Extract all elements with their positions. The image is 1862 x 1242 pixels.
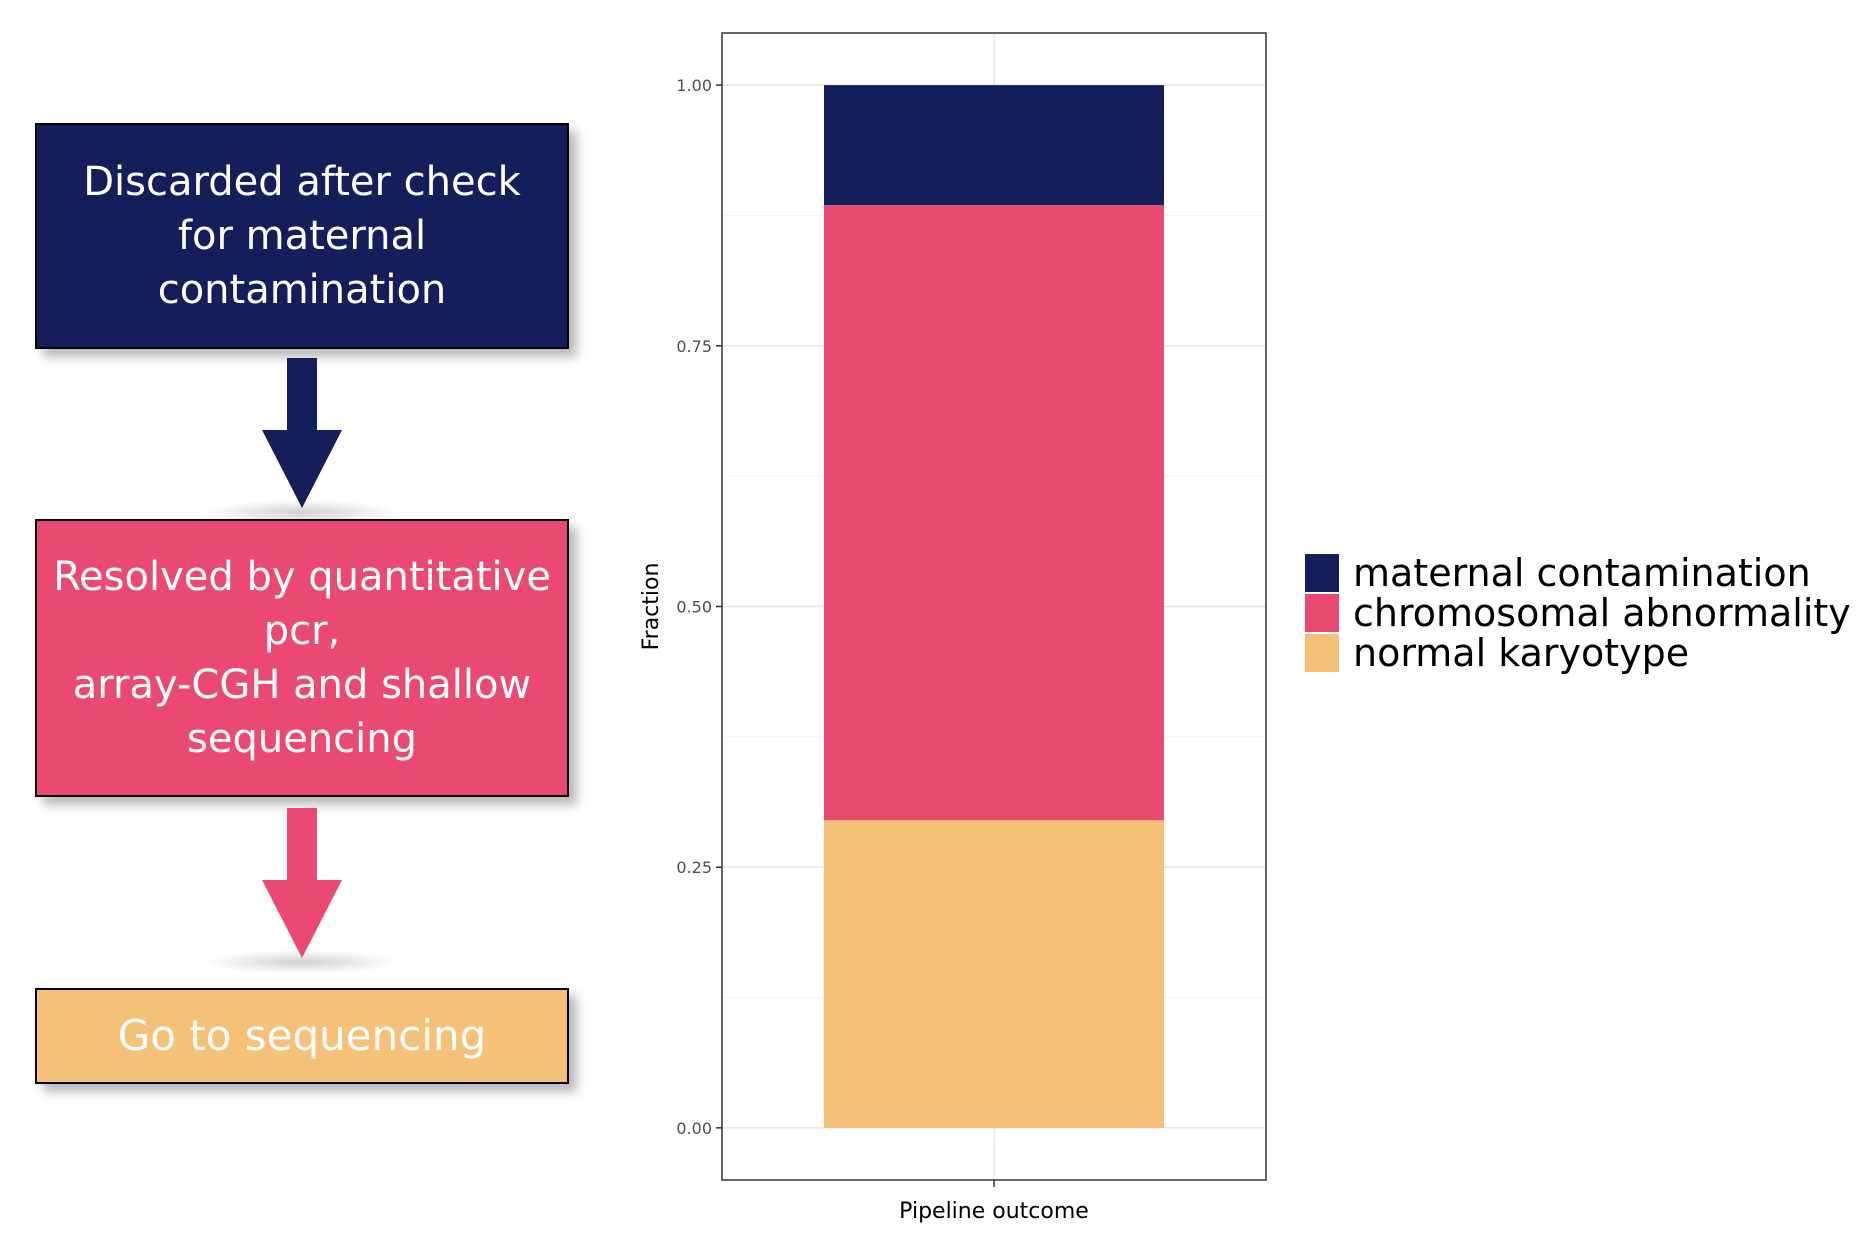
flow-box-discarded-text: Discarded after check for maternal conta…: [83, 159, 521, 313]
y-tick-label: 0.50: [676, 598, 712, 617]
y-tick-label: 0.00: [676, 1119, 712, 1138]
flow-box-resolved: Resolved by quantitative pcr, array-CGH …: [35, 519, 569, 797]
legend-item: normal karyotype: [1305, 633, 1851, 673]
legend-label: maternal contamination: [1353, 551, 1811, 595]
down-arrow-shape: [262, 358, 342, 508]
legend-key: [1305, 554, 1339, 592]
y-tick-label: 0.25: [676, 858, 712, 877]
flow-box-sequencing: Go to sequencing: [35, 988, 569, 1084]
x-axis-title: Pipeline outcome: [899, 1199, 1089, 1224]
y-axis-title: Fraction: [639, 563, 664, 651]
down-arrow-icon: [262, 358, 342, 508]
legend-item: maternal contamination: [1305, 553, 1851, 593]
bar-segment-chromosomal-abnormality: [824, 205, 1164, 821]
chart-legend: maternal contamination chromosomal abnorm…: [1305, 553, 1851, 673]
down-arrow-shape: [262, 808, 342, 958]
y-tick-label: 1.00: [676, 76, 712, 95]
y-axis: 0.00 0.25 0.50 0.75 1.00: [676, 76, 722, 1138]
legend-key: [1305, 634, 1339, 672]
bar-segment-maternal-contamination: [824, 85, 1164, 206]
y-tick-label: 0.75: [676, 337, 712, 356]
legend-key: [1305, 594, 1339, 632]
legend-label: chromosomal abnormality: [1353, 591, 1851, 635]
bar-segment-normal-karyotype: [824, 820, 1164, 1128]
flow-box-sequencing-text: Go to sequencing: [117, 1011, 487, 1060]
legend-label: normal karyotype: [1353, 631, 1690, 675]
legend-item: chromosomal abnormality: [1305, 593, 1851, 633]
flow-box-discarded: Discarded after check for maternal conta…: [35, 123, 569, 349]
flow-box-resolved-text: Resolved by quantitative pcr, array-CGH …: [53, 554, 551, 762]
bars: [824, 85, 1164, 1128]
down-arrow-icon: [262, 808, 342, 958]
